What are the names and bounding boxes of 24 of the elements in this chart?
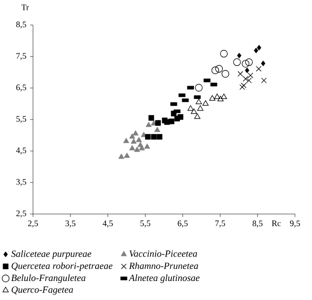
x-tick-label: 7,5 xyxy=(215,220,226,228)
y-tick-label: 6,5 xyxy=(16,84,26,92)
legend-label: Saliceteae purpureae xyxy=(11,250,92,259)
y-tick-label: 4,5 xyxy=(16,148,26,154)
x-tick-label: 9,5 xyxy=(290,220,300,228)
x-tick-label: 3,5 xyxy=(66,220,76,228)
legend-label: Rhamno-Prunetea xyxy=(128,262,198,270)
x-axis-title: Rc xyxy=(272,220,281,226)
y-tick-label: 5,5 xyxy=(16,116,26,123)
legend-label: Querco-Fagetea xyxy=(12,286,73,295)
legend-label: Vaccinio-Piceetea xyxy=(130,250,198,257)
x-tick-label: 2,5 xyxy=(28,220,38,228)
legend-label: Alnetea glutinosae xyxy=(128,274,200,283)
x-tick-label: 6,5 xyxy=(178,220,188,228)
y-tick-label: 2,5 xyxy=(16,210,26,218)
x-tick-label: 5,5 xyxy=(140,220,150,228)
x-tick-label: 8,5 xyxy=(252,220,263,228)
legend-label: Quercetea robori-petraeae xyxy=(12,262,112,271)
y-tick-label: 7,5 xyxy=(16,53,26,60)
legend-label: Belulo-Franguletea xyxy=(11,274,86,283)
x-tick-label: 4,5 xyxy=(102,220,113,228)
y-tick-label: 3,5 xyxy=(16,179,26,186)
y-axis-title: Tr xyxy=(21,4,29,10)
y-tick-label: 8,5 xyxy=(16,22,26,28)
